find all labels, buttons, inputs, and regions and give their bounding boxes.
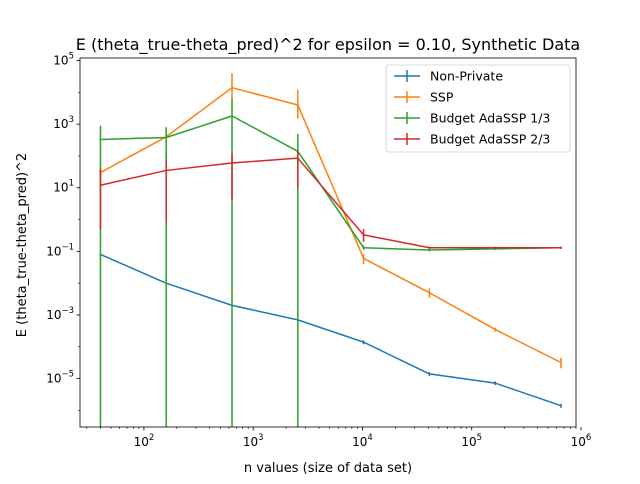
data-point xyxy=(428,249,431,251)
y-axis-label: E (theta_true-theta_pred)^2 xyxy=(15,153,30,337)
series-budget-adassp-2-3 xyxy=(99,150,562,249)
data-point xyxy=(99,138,102,141)
data-point xyxy=(231,162,233,164)
x-tick-label: 106 xyxy=(571,433,592,449)
x-tick-label: 102 xyxy=(134,433,155,449)
data-point xyxy=(362,257,365,260)
data-point xyxy=(99,184,102,187)
legend-item: Budget AdaSSP 1/3 xyxy=(394,111,550,126)
series-line xyxy=(100,86,562,364)
y-tick-label: 10−3 xyxy=(46,306,74,322)
legend-box xyxy=(385,64,571,153)
legend-label: Budget AdaSSP 2/3 xyxy=(430,132,550,147)
data-point xyxy=(231,86,233,89)
x-tick-label: 105 xyxy=(461,433,482,449)
legend-label: Budget AdaSSP 1/3 xyxy=(430,111,550,126)
legend: Non-Private SSP Budget AdaSSP 1/3 Budget Ad… xyxy=(385,64,571,153)
data-point xyxy=(428,246,431,249)
x-axis: 102 103 104 105 106 xyxy=(86,427,592,449)
plot-frame xyxy=(79,57,577,428)
data-point xyxy=(494,382,496,384)
data-point xyxy=(560,404,562,407)
data-point xyxy=(428,373,431,375)
data-point xyxy=(165,169,168,172)
data-point xyxy=(428,291,431,294)
y-tick-label: 105 xyxy=(53,52,74,68)
x-axis-label: n values (size of data set) xyxy=(244,461,412,476)
plot-area xyxy=(79,57,577,428)
data-point xyxy=(560,361,562,364)
data-point xyxy=(362,341,365,343)
y-tick-label: 10−1 xyxy=(46,242,74,258)
x-tick-label: 103 xyxy=(243,433,264,449)
y-tick-label: 101 xyxy=(53,179,74,195)
data-point xyxy=(165,136,168,139)
chart-title: E (theta_true-theta_pred)^2 for epsilon … xyxy=(76,35,580,55)
y-axis: 10−5 10−3 10−1 101 103 105 xyxy=(46,52,80,411)
series-line xyxy=(100,253,562,407)
data-point xyxy=(297,157,299,159)
y-tick-label: 10−5 xyxy=(46,370,74,386)
data-point xyxy=(362,246,365,249)
data-point xyxy=(231,115,233,117)
legend-label: Non-Private xyxy=(430,69,503,84)
y-tick-label: 103 xyxy=(53,115,74,131)
legend-item: Budget AdaSSP 2/3 xyxy=(394,132,550,147)
legend-item: Non-Private xyxy=(394,69,503,84)
data-point xyxy=(560,246,562,249)
data-point xyxy=(297,104,299,106)
series-group xyxy=(99,73,562,427)
legend-label: SSP xyxy=(430,90,454,105)
data-point xyxy=(362,234,365,236)
data-point xyxy=(494,246,496,249)
series-line xyxy=(100,157,561,249)
series-line xyxy=(100,115,561,251)
x-tick-label: 104 xyxy=(352,433,373,449)
data-point xyxy=(494,328,496,331)
legend-item: SSP xyxy=(394,90,454,105)
